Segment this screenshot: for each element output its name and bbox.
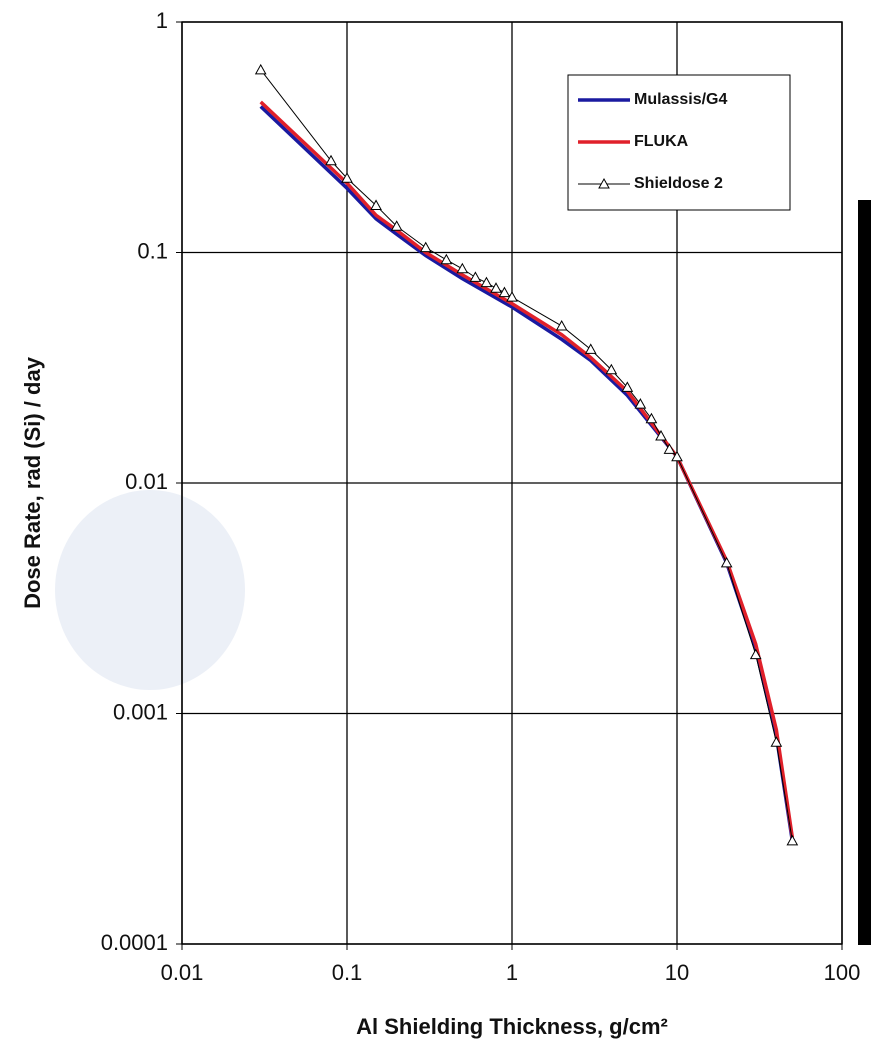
point-marker [720, 556, 733, 568]
y-tick-label: 0.001 [113, 699, 168, 724]
point-marker [325, 154, 337, 166]
point-marker [605, 363, 618, 375]
point-marker [621, 381, 634, 392]
legend-label: Mulassis/G4 [634, 91, 727, 108]
point-marker [469, 271, 482, 282]
background-bar [858, 200, 871, 945]
point-marker [498, 286, 511, 298]
point-marker [490, 282, 502, 293]
point-marker [645, 412, 658, 424]
y-tick-label: 0.1 [137, 238, 168, 263]
x-tick-label: 0.01 [161, 960, 204, 985]
y-axis-title: Dose Rate, rad (Si) / day [20, 356, 45, 609]
point-marker [655, 429, 667, 441]
background-decoration [55, 490, 245, 690]
point-marker [663, 443, 676, 454]
legend-label: FLUKA [634, 133, 689, 150]
point-marker [456, 262, 469, 274]
y-tick-label: 0.0001 [101, 930, 168, 955]
point-marker [506, 291, 518, 302]
point-marker [749, 648, 762, 660]
x-tick-label: 10 [665, 960, 689, 985]
series-line [259, 105, 795, 842]
point-marker [440, 253, 453, 265]
x-tick-label: 0.1 [332, 960, 363, 985]
point-marker [341, 172, 353, 183]
y-tick-label: 0.01 [125, 469, 168, 494]
point-marker [770, 736, 783, 747]
point-marker [671, 450, 683, 462]
legend-marker [598, 177, 610, 189]
x-axis-title: Al Shielding Thickness, g/cm² [356, 1014, 668, 1039]
series-line [259, 100, 795, 838]
point-marker [555, 319, 568, 331]
point-marker [786, 834, 799, 846]
x-tick-label: 1 [506, 960, 518, 985]
y-tick-label: 1 [156, 8, 168, 33]
point-marker [390, 220, 403, 231]
point-marker [480, 276, 493, 288]
point-marker [634, 398, 647, 409]
legend-label: Shieldose 2 [634, 175, 723, 192]
x-tick-label: 100 [824, 960, 861, 985]
point-marker [419, 241, 432, 253]
point-marker [370, 199, 382, 210]
point-marker [254, 63, 267, 75]
point-marker [584, 343, 597, 354]
